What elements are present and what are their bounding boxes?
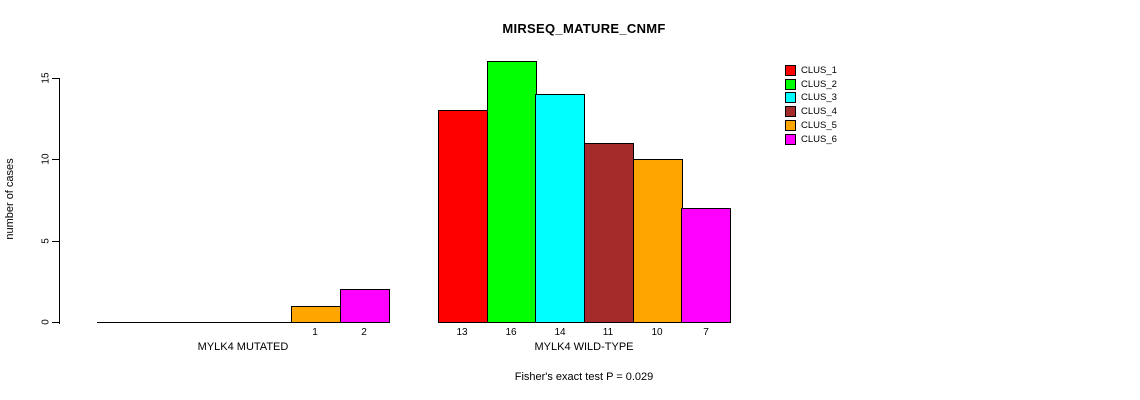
legend-label-clus-3: CLUS_3 [801, 92, 837, 103]
y-tick [52, 241, 60, 242]
legend-swatch-clus-2 [785, 79, 796, 90]
x-baseline-mylk4-mutated [97, 322, 389, 323]
group-label-mylk4-wild-type: MYLK4 WILD-TYPE [534, 341, 634, 353]
bar-value-label: 14 [554, 327, 566, 338]
bar-value-label: 11 [602, 327, 614, 338]
legend-label-clus-6: CLUS_6 [801, 134, 837, 145]
bar-clus-6-mylk4-mutated [340, 289, 390, 323]
legend-swatch-clus-3 [785, 92, 796, 103]
bar-value-label: 16 [505, 327, 517, 338]
y-tick [52, 322, 60, 323]
y-tick [52, 159, 60, 160]
bar-clus-6-mylk4-wild-type [681, 208, 731, 323]
bar-clus-5-mylk4-mutated [291, 306, 341, 323]
bar-value-label: 2 [361, 327, 367, 338]
bar-value-label: 1 [312, 327, 318, 338]
bar-value-label: 7 [703, 327, 709, 338]
bar-clus-4-mylk4-wild-type [584, 143, 634, 323]
y-tick-label: 5 [40, 238, 52, 244]
bar-clus-3-mylk4-wild-type [535, 94, 585, 323]
legend-swatch-clus-5 [785, 120, 796, 131]
y-tick-label: 10 [40, 153, 52, 165]
legend-label-clus-5: CLUS_5 [801, 120, 837, 131]
legend-swatch-clus-4 [785, 106, 796, 117]
y-tick-label: 0 [40, 319, 52, 325]
group-label-mylk4-mutated: MYLK4 MUTATED [197, 341, 289, 353]
bar-clus-5-mylk4-wild-type [633, 159, 683, 323]
bar-value-label: 13 [456, 327, 468, 338]
legend-swatch-clus-1 [785, 65, 796, 76]
y-tick [52, 78, 60, 79]
legend-swatch-clus-6 [785, 134, 796, 145]
bar-clus-1-mylk4-wild-type [438, 110, 488, 323]
chart-title: MIRSEQ_MATURE_CNMF [502, 21, 666, 36]
bar-clus-2-mylk4-wild-type [487, 61, 537, 323]
bar-value-label: 10 [651, 327, 663, 338]
y-axis-line [59, 78, 60, 324]
legend-label-clus-1: CLUS_1 [801, 65, 837, 76]
legend-label-clus-2: CLUS_2 [801, 79, 837, 90]
annotation-text: Fisher's exact test P = 0.029 [514, 371, 654, 383]
y-tick-label: 15 [40, 72, 52, 84]
legend-label-clus-4: CLUS_4 [801, 106, 837, 117]
